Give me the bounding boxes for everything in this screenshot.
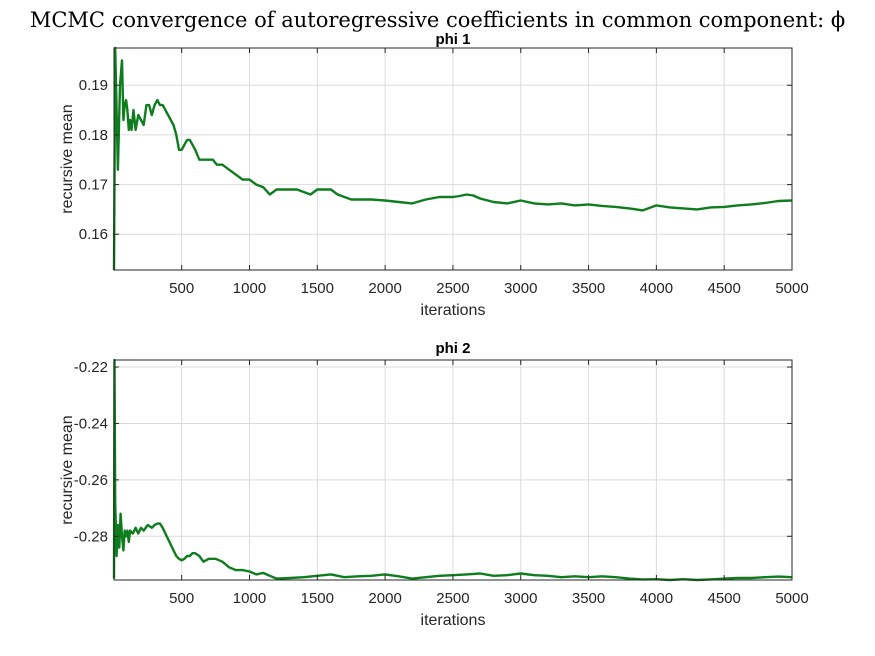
- x-tick-label: 1500: [301, 590, 334, 607]
- x-tick-label: 1000: [233, 280, 266, 297]
- y-tick-label: -0.26: [74, 472, 108, 489]
- series-line-recursive-mean: [112, 46, 793, 271]
- x-axis-label: iterations: [421, 302, 486, 319]
- subplot-title: phi 1: [435, 31, 470, 48]
- subplot-phi1: 500 1000 1500 2000 2500 3000 3500 4000 4500 5000 0…: [59, 31, 809, 319]
- subplot-phi2: 500 1000 1500 2000 2500 3000 3500 4000 4500 5000 -…: [59, 340, 809, 629]
- y-tick-label: 0.16: [79, 226, 108, 243]
- x-tick-label: 2500: [436, 590, 469, 607]
- x-tick-label: 5000: [775, 590, 808, 607]
- y-axis-label: recursive mean: [59, 104, 76, 213]
- x-tick-label: 5000: [775, 280, 808, 297]
- y-tick-label: 0.18: [79, 127, 108, 144]
- figure-suptitle: MCMC convergence of autoregressive coeff…: [29, 8, 846, 32]
- x-tick-label: 3500: [572, 590, 605, 607]
- x-tick-label: 2000: [368, 590, 401, 607]
- y-tick-label: 0.19: [79, 77, 108, 94]
- series-line-recursive-mean: [112, 358, 793, 582]
- y-tick-label: 0.17: [79, 177, 108, 194]
- y-tick-label: -0.24: [74, 415, 108, 432]
- x-tick-label: 4000: [640, 590, 673, 607]
- x-tick-label: 1500: [301, 280, 334, 297]
- x-tick-label: 4000: [640, 280, 673, 297]
- x-tick-label: 2000: [368, 280, 401, 297]
- x-tick-label: 3000: [504, 590, 537, 607]
- y-tick-label: -0.28: [74, 528, 108, 545]
- x-axis-label: iterations: [421, 612, 486, 629]
- x-tick-label: 3000: [504, 280, 537, 297]
- y-tick-label: -0.22: [74, 359, 108, 376]
- x-tick-label: 4500: [707, 280, 740, 297]
- x-tick-label: 2500: [436, 280, 469, 297]
- x-tick-label: 500: [169, 590, 194, 607]
- x-tick-label: 1000: [233, 590, 266, 607]
- y-axis-label: recursive mean: [59, 415, 76, 524]
- x-tick-label: 500: [169, 280, 194, 297]
- x-tick-label: 3500: [572, 280, 605, 297]
- x-tick-label: 4500: [707, 590, 740, 607]
- subplot-title: phi 2: [435, 340, 470, 357]
